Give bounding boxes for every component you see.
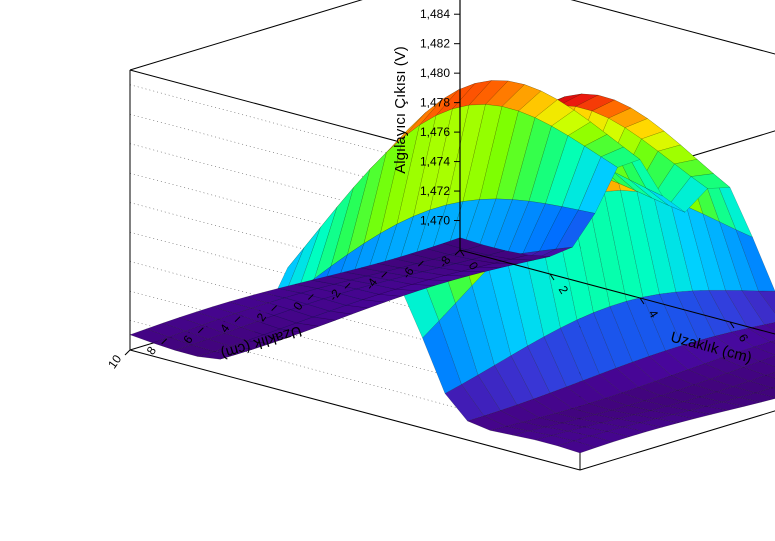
z-tick-label: 1,474 [420, 155, 450, 169]
y-tick-label: 10 [105, 352, 124, 371]
z-tick-label: 1,476 [420, 125, 450, 139]
z-tick-label: 1,482 [420, 37, 450, 51]
surface-plot-svg: 1,470 1,472 1,474 1,476 1,478 1,480 1,482 1,484… [0, 0, 775, 541]
z-tick-label: 1,470 [420, 214, 450, 228]
surface [130, 80, 775, 452]
surface-plot-container: 1,470 1,472 1,474 1,476 1,478 1,480 1,482 1,484… [0, 0, 775, 541]
z-tick-label: 1,480 [420, 66, 450, 80]
z-tick-label: 1,484 [420, 7, 450, 21]
z-axis-label: Algılayıcı Çıkısı (V) [392, 46, 409, 174]
z-tick-label: 1,472 [420, 184, 450, 198]
y-tick-label: 8 [144, 344, 159, 358]
z-tick-label: 1,478 [420, 96, 450, 110]
